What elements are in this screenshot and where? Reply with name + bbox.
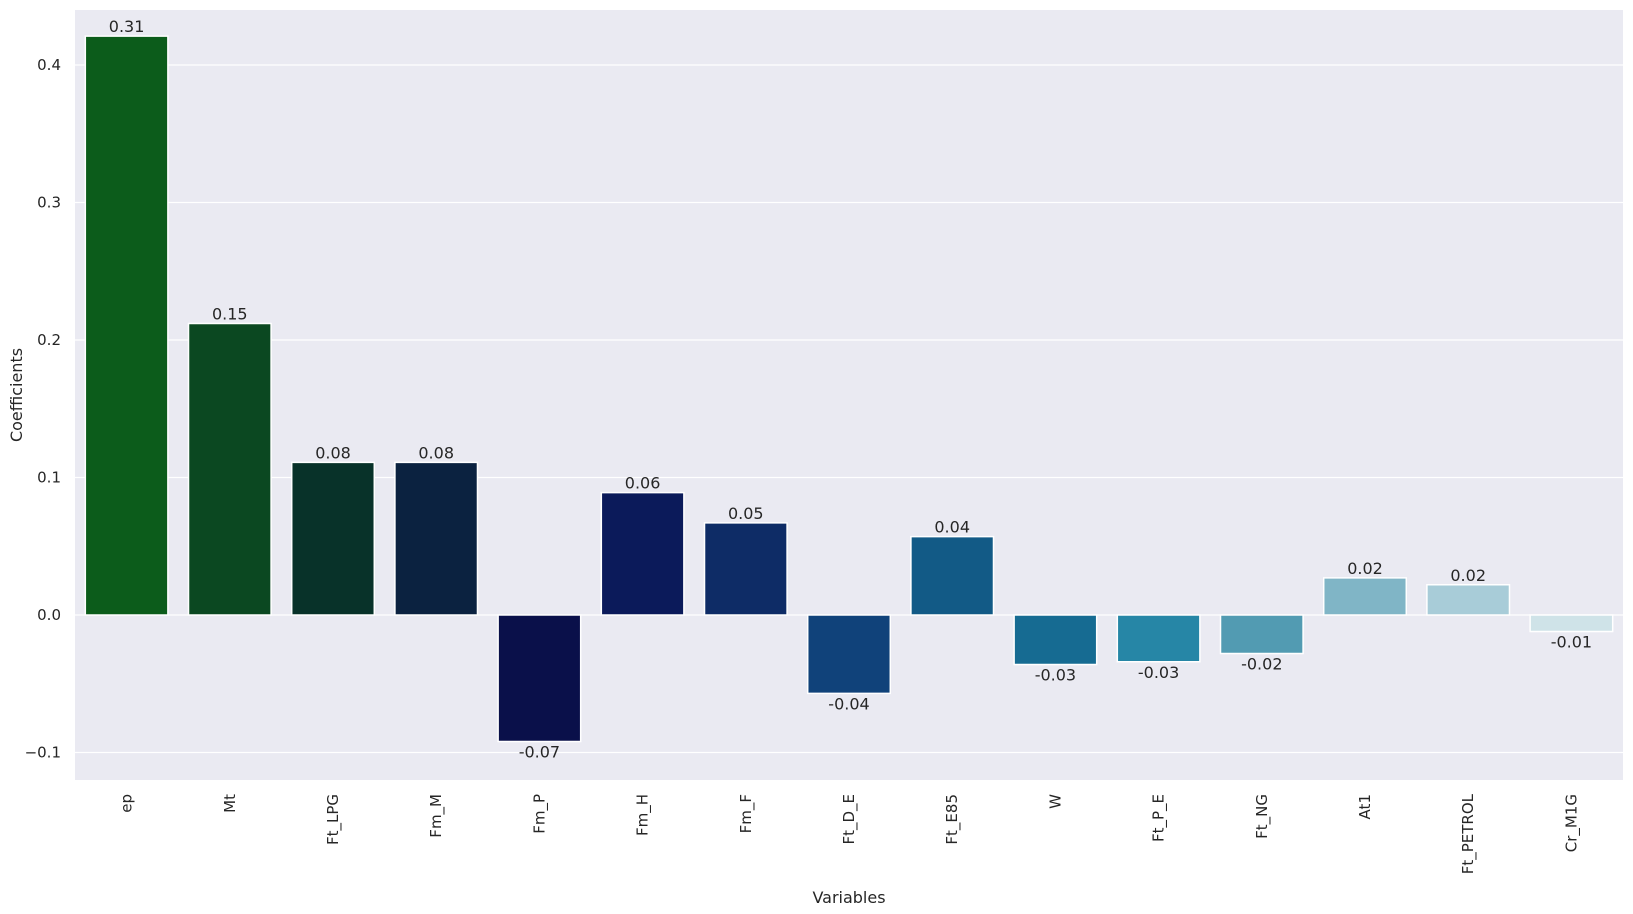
bars-group	[84, 35, 1614, 743]
data-label-ep: 0.31	[109, 17, 145, 36]
data-label-W: -0.03	[1035, 666, 1076, 685]
x-tick-label-Ft_D_E: Ft_D_E	[840, 794, 859, 845]
data-label-Fm_P: -0.07	[519, 743, 560, 762]
bar-labels-group: 0.31 0.15 0.08 0.08 -0.07 0.06 0.05 -0.04 0.04 -0…	[109, 17, 1592, 761]
x-tick-label-Ft_PETROL: Ft_PETROL	[1459, 793, 1478, 874]
data-label-Mt: 0.15	[212, 305, 248, 324]
x-tick-label-Ft_LPG: Ft_LPG	[324, 794, 343, 845]
x-tick-label-Fm_F: Fm_F	[737, 794, 756, 833]
x-tick-label-Ft_P_E: Ft_P_E	[1150, 794, 1169, 842]
data-label-At1: 0.02	[1347, 559, 1383, 578]
y-tick-label: 0.0	[37, 606, 61, 624]
bar-Mt	[187, 322, 272, 616]
x-tick-label-Ft_NG: Ft_NG	[1253, 794, 1272, 839]
data-label-Ft_LPG: 0.08	[315, 443, 351, 462]
bar-Ft_LPG	[290, 461, 376, 616]
x-tick-label-W: W	[1046, 794, 1064, 809]
bar-Ft_PETROL	[1426, 584, 1511, 616]
y-tick-label: −0.1	[25, 744, 61, 762]
x-tick-label-Mt: Mt	[221, 794, 239, 813]
x-axis-title: Variables	[812, 888, 885, 907]
bar-Ft_D_E	[806, 614, 892, 695]
bar-Fm_M	[394, 461, 479, 616]
data-label-Ft_PETROL: 0.02	[1450, 566, 1486, 585]
data-label-Ft_D_E: -0.04	[828, 694, 869, 713]
x-tick-label-At1: At1	[1356, 794, 1374, 819]
x-tick-label-ep: ep	[118, 794, 136, 813]
y-tick-label: 0.3	[37, 194, 61, 212]
x-tick-label-Ft_E85: Ft_E85	[943, 794, 962, 845]
bar-Fm_F	[703, 522, 788, 616]
y-tick-labels: −0.1 0.0 0.1 0.2 0.3 0.4	[25, 56, 61, 762]
y-tick-label: 0.2	[37, 331, 61, 349]
bar-Ft_P_E	[1116, 614, 1201, 663]
bar-Ft_E85	[910, 535, 995, 616]
y-axis-title: Coefficients	[7, 348, 26, 442]
x-tick-label-Fm_H: Fm_H	[634, 794, 653, 836]
y-tick-label: 0.4	[37, 56, 61, 74]
bar-Fm_P	[497, 614, 582, 743]
x-tick-labels: ep Mt Ft_LPG Fm_M Fm_P Fm_H Fm_F Ft_D_E Ft_E85 W F…	[118, 793, 1582, 874]
x-tick-label-Cr_M1G: Cr_M1G	[1562, 794, 1581, 852]
bar-ep	[84, 35, 169, 616]
data-label-Ft_NG: -0.02	[1241, 655, 1282, 674]
data-label-Fm_M: 0.08	[418, 443, 454, 462]
bar-Fm_H	[600, 491, 685, 616]
data-label-Fm_F: 0.05	[728, 504, 764, 523]
bar-Cr_M1G	[1529, 614, 1614, 633]
x-tick-label-Fm_P: Fm_P	[530, 794, 549, 834]
x-tick-label-Fm_M: Fm_M	[427, 794, 446, 838]
data-label-Ft_P_E: -0.03	[1138, 663, 1179, 682]
y-tick-label: 0.1	[37, 469, 61, 487]
bar-Ft_NG	[1219, 614, 1304, 655]
data-label-Cr_M1G: -0.01	[1551, 633, 1592, 652]
bar-At1	[1322, 577, 1408, 616]
bar-W	[1013, 614, 1098, 666]
data-label-Ft_E85: 0.04	[934, 518, 970, 537]
data-label-Fm_H: 0.06	[625, 474, 661, 493]
